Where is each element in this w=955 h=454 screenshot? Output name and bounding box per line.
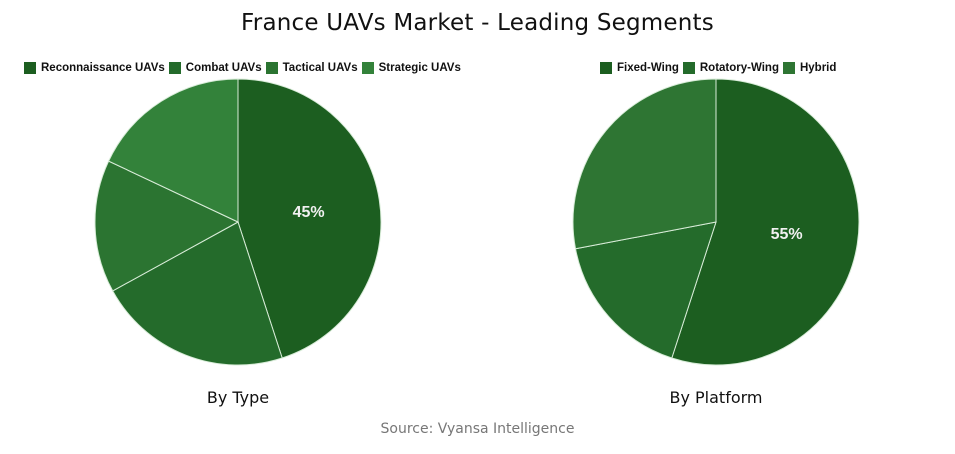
- legend-swatch: [265, 62, 278, 74]
- legend-swatch: [600, 62, 612, 74]
- pie-slice-combat-uavs[interactable]: [112, 221, 283, 366]
- chart-label-by-platform: By Platform: [669, 388, 763, 407]
- legend-item-fixed-wing[interactable]: Fixed-Wing: [600, 62, 679, 74]
- source-note: Source: Vyansa Intelligence: [380, 421, 575, 437]
- legend-item-hybrid[interactable]: Hybrid: [782, 62, 837, 74]
- legend-swatch: [782, 62, 795, 74]
- legend-swatch: [361, 62, 374, 74]
- pie-slice-reconnaissance-uavs[interactable]: [237, 78, 382, 359]
- pie-chart-by-platform: 55%: [572, 78, 860, 366]
- pie-slice-hybrid[interactable]: [572, 78, 717, 250]
- legend-label: Reconnaissance UAVs: [41, 62, 165, 74]
- legend-item-reconnaissance[interactable]: Reconnaissance UAVs: [24, 62, 165, 74]
- pie-slice-strategic-uavs[interactable]: [107, 78, 239, 223]
- legend-label: Fixed-Wing: [617, 62, 679, 74]
- legend-label: Rotatory-Wing: [699, 62, 779, 74]
- legend-item-combat[interactable]: Combat UAVs: [168, 62, 262, 74]
- pie-chart-by-type: 45%: [94, 78, 382, 366]
- legend-label: Tactical UAVs: [282, 62, 358, 74]
- legend-swatch: [682, 62, 695, 74]
- pie-slice-tactical-uavs[interactable]: [94, 160, 240, 292]
- chart-label-by-type: By Type: [206, 388, 270, 407]
- slice-percentage-label: 45%: [293, 204, 325, 221]
- legend-item-tactical[interactable]: Tactical UAVs: [265, 62, 358, 74]
- legend-by-platform: Fixed-Wing Rotatory-Wing Hybrid: [600, 62, 840, 74]
- legend-by-type: Reconnaissance UAVs Combat UAVs Tactical…: [24, 62, 465, 74]
- legend-item-rotatory-wing[interactable]: Rotatory-Wing: [682, 62, 779, 74]
- legend-label: Combat UAVs: [185, 62, 262, 74]
- legend-item-strategic[interactable]: Strategic UAVs: [361, 62, 461, 74]
- legend-swatch: [24, 62, 36, 74]
- pie-slice-rotatory-wing[interactable]: [574, 221, 717, 359]
- legend-label: Hybrid: [799, 62, 837, 74]
- legend-label: Strategic UAVs: [378, 62, 461, 74]
- legend-swatch: [168, 62, 181, 74]
- pie-slice-fixed-wing[interactable]: [671, 78, 860, 366]
- chart-title: France UAVs Market - Leading Segments: [241, 10, 714, 36]
- slice-percentage-label: 55%: [771, 226, 803, 243]
